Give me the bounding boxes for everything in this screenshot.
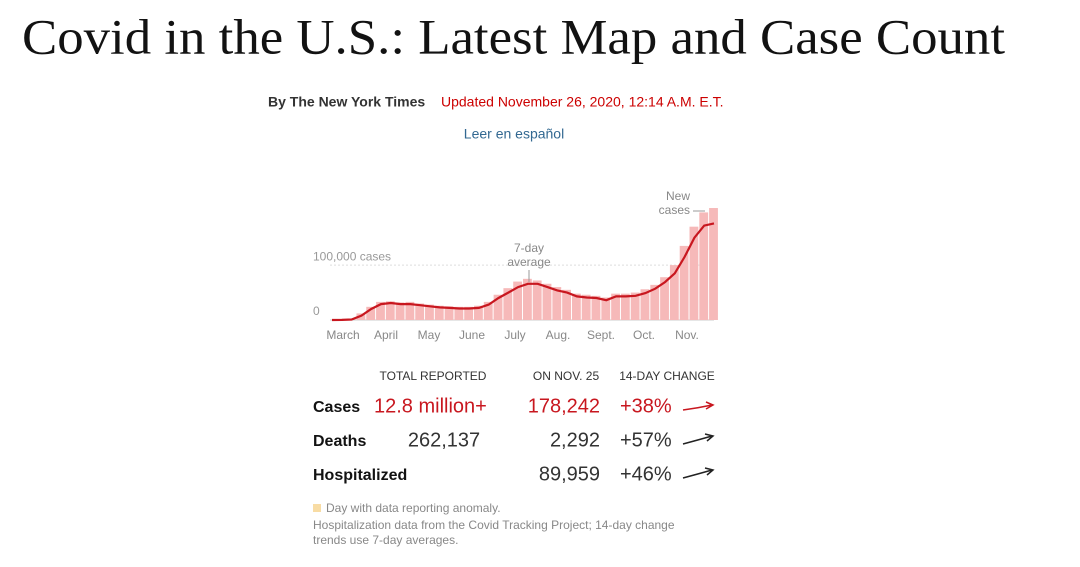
row-label: Deaths xyxy=(313,433,366,450)
change: +57% xyxy=(620,429,672,451)
bar xyxy=(601,297,611,320)
average-line xyxy=(331,222,715,322)
trend-arrow xyxy=(682,433,715,445)
bar xyxy=(699,212,709,320)
x-tick-label: Aug. xyxy=(546,328,571,342)
bar xyxy=(581,294,591,320)
bar xyxy=(425,304,434,320)
trend-arrow xyxy=(682,401,715,411)
annotation: 7-day xyxy=(514,241,544,255)
y-tick-label: 0 xyxy=(313,304,320,318)
anomaly-swatch xyxy=(313,504,321,512)
annotation: cases xyxy=(659,203,690,217)
x-tick-label: Sept. xyxy=(587,328,615,342)
x-tick-label: May xyxy=(418,328,441,342)
bar xyxy=(434,305,444,320)
bar xyxy=(660,277,669,320)
headline: Covid in the U.S.: Latest Map and Case C… xyxy=(22,8,1005,64)
bar xyxy=(669,265,679,320)
bar xyxy=(620,293,630,320)
bar xyxy=(630,292,640,320)
spanish-link[interactable]: Leer en español xyxy=(464,126,564,142)
bar xyxy=(454,306,464,320)
bar xyxy=(366,306,376,320)
trend-arrow xyxy=(682,467,715,479)
updated: Updated November 26, 2020, 12:14 A.M. E.… xyxy=(441,94,724,110)
bar xyxy=(679,245,689,320)
latest: 89,959 xyxy=(539,463,600,485)
x-tick-label: March xyxy=(326,328,359,342)
bar xyxy=(513,281,523,320)
bar xyxy=(562,289,571,320)
bar xyxy=(611,293,620,320)
bar xyxy=(405,301,415,320)
bar xyxy=(474,305,483,320)
bar xyxy=(376,301,385,320)
x-tick-label: Oct. xyxy=(633,328,655,342)
latest: 2,292 xyxy=(550,429,600,451)
bar xyxy=(640,289,650,320)
x-tick-label: June xyxy=(459,328,485,342)
bar xyxy=(552,287,562,320)
bar xyxy=(650,284,660,320)
y-tick-label: 100,000 cases xyxy=(313,249,391,263)
bar xyxy=(483,301,493,320)
annotation: New xyxy=(666,189,690,203)
bar xyxy=(444,306,454,320)
bar xyxy=(523,278,532,320)
bar xyxy=(385,301,395,320)
total: 262,137 xyxy=(408,429,480,451)
change: +38% xyxy=(620,395,672,417)
chart: 0 100,000 cases March April May June July Aug. S… xyxy=(313,189,718,342)
note: trends use 7-day averages. xyxy=(313,533,458,547)
note: Hospitalization data from the Covid Trac… xyxy=(313,518,675,532)
x-tick-label: July xyxy=(504,328,525,342)
change: +46% xyxy=(620,463,672,485)
byline[interactable]: By The New York Times xyxy=(268,94,425,110)
column-header: 14-DAY CHANGE xyxy=(619,369,715,383)
bar xyxy=(395,302,405,320)
bar xyxy=(689,226,699,320)
bar xyxy=(493,294,503,320)
bar xyxy=(542,283,552,320)
note: Day with data reporting anomaly. xyxy=(326,501,501,515)
bar xyxy=(503,288,513,320)
column-header: ON NOV. 25 xyxy=(533,369,600,383)
latest: 178,242 xyxy=(528,395,600,417)
column-header: TOTAL REPORTED xyxy=(380,369,487,383)
bar xyxy=(464,306,474,320)
bar xyxy=(709,208,718,320)
total: 12.8 million+ xyxy=(374,395,487,417)
bar xyxy=(415,303,425,320)
bar xyxy=(571,293,581,320)
x-tick-label: Nov. xyxy=(675,328,699,342)
row-label: Hospitalized xyxy=(313,467,407,484)
bar xyxy=(532,280,542,320)
bar xyxy=(591,295,601,320)
row-label: Cases xyxy=(313,399,360,416)
x-tick-label: April xyxy=(374,328,398,342)
annotation: average xyxy=(507,255,551,269)
